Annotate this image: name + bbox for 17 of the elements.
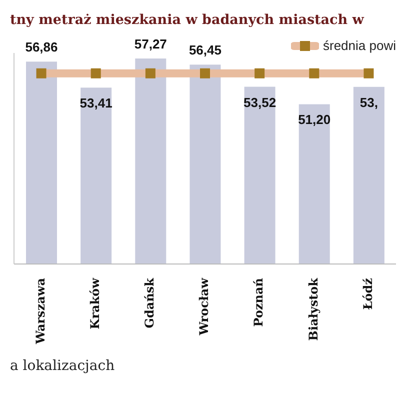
x-tick-label: Gdańsk xyxy=(142,277,157,328)
data-label: 51,20 xyxy=(298,112,331,128)
text: a lokalizacjach xyxy=(9,357,116,376)
x-tick-label: Łódź xyxy=(360,278,375,310)
data-label: 56,86 xyxy=(25,40,58,55)
chart-title: tny metraż mieszkania w badanych miastach w xyxy=(9,11,366,30)
data-label: 57,27 xyxy=(134,36,167,52)
data-label: 53,52 xyxy=(244,94,276,110)
x-tick-label: Poznań xyxy=(252,278,266,327)
data-label: 53, xyxy=(360,94,378,110)
x-tick-label: Wrocław xyxy=(197,277,212,336)
data-label: 56,45 xyxy=(188,42,222,58)
data-label: 53,41 xyxy=(80,96,112,111)
x-tick-label: Białystok xyxy=(306,277,320,341)
x-tick-label: Kraków xyxy=(88,277,102,330)
x-tick-label: Warszawa xyxy=(33,278,48,345)
legend-label: średnia powi xyxy=(323,38,396,53)
